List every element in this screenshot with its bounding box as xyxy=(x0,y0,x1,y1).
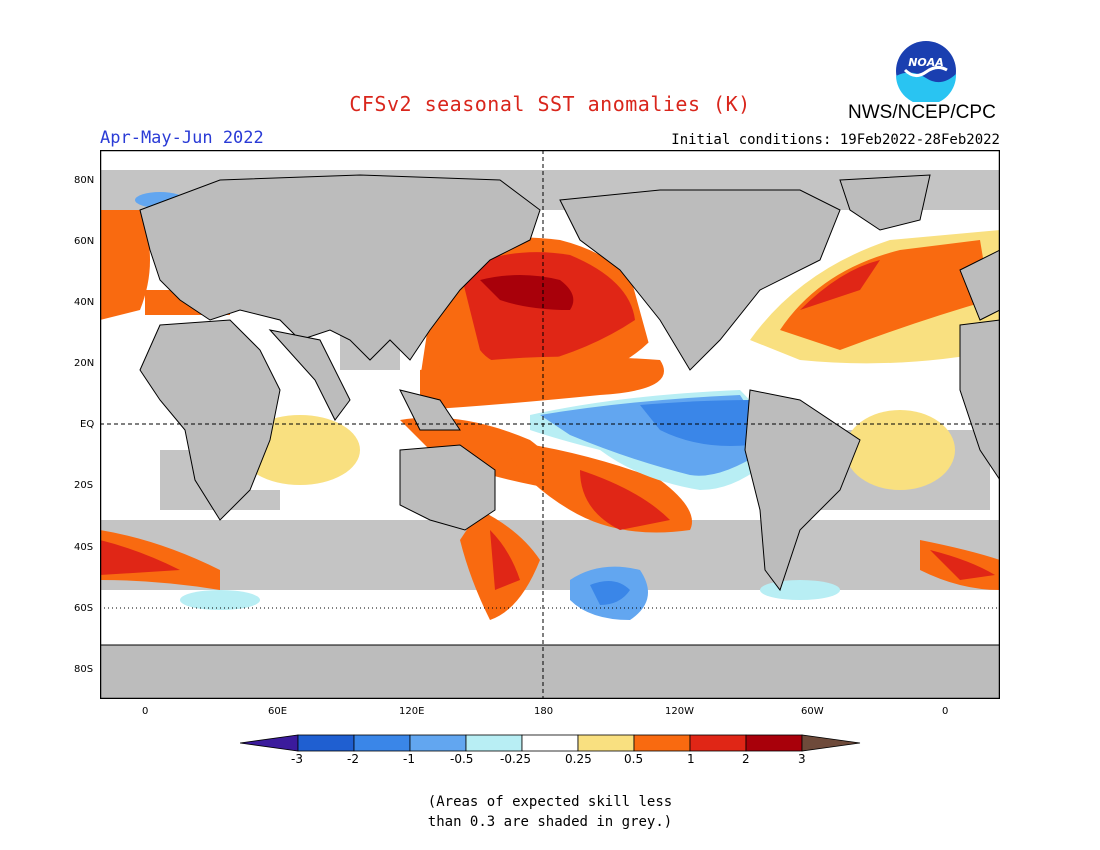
land-masses xyxy=(100,174,1000,699)
colorbar-segment xyxy=(240,734,299,752)
lon-label: 180 xyxy=(534,706,554,717)
lat-label: EQ xyxy=(80,419,95,430)
colorbar xyxy=(240,734,861,752)
lon-label: 60E xyxy=(268,706,288,717)
colorbar-segment xyxy=(577,734,635,752)
colorbar-label: -0.5 xyxy=(450,752,474,766)
lon-label: 120E xyxy=(399,706,425,717)
colorbar-label: 1 xyxy=(687,752,695,766)
colorbar-label: 2 xyxy=(742,752,750,766)
colorbar-segment xyxy=(745,734,803,752)
colorbar-label: -0.25 xyxy=(500,752,532,766)
lat-label: 80N xyxy=(74,175,95,186)
colorbar-label: 0.25 xyxy=(565,752,592,766)
lon-label: 0 xyxy=(942,706,949,717)
colorbar-segment xyxy=(297,734,355,752)
svg-text:NOAA: NOAA xyxy=(908,56,944,69)
chart-title: CFSv2 seasonal SST anomalies (K) xyxy=(349,92,751,116)
colorbar-segment xyxy=(465,734,523,752)
colorbar-label: 0.5 xyxy=(624,752,644,766)
noaa-logo-icon: NOAA xyxy=(896,41,957,102)
colorbar-label: 3 xyxy=(798,752,806,766)
lon-label: 0 xyxy=(142,706,149,717)
lat-label: 20N xyxy=(74,358,95,369)
lat-label: 80S xyxy=(74,664,94,675)
lon-label: 60W xyxy=(801,706,824,717)
skill-note: (Areas of expected skill less than 0.3 a… xyxy=(0,792,1100,832)
colorbar-segment xyxy=(353,734,411,752)
initial-conditions: Initial conditions: 19Feb2022-28Feb2022 xyxy=(671,132,1000,148)
colorbar-segment xyxy=(633,734,691,752)
skill-note-line2: than 0.3 are shaded in grey.) xyxy=(427,814,673,830)
colorbar-label: -3 xyxy=(291,752,303,766)
colorbar-label: -2 xyxy=(347,752,359,766)
lat-label: 40N xyxy=(74,297,95,308)
sst-anomaly-map xyxy=(100,150,1000,699)
lat-label: 60N xyxy=(74,236,95,247)
colorbar-segment xyxy=(409,734,467,752)
lat-label: 40S xyxy=(74,542,94,553)
colorbar-label: -1 xyxy=(403,752,415,766)
skill-note-line1: (Areas of expected skill less xyxy=(427,794,673,810)
colorbar-segment xyxy=(801,734,861,752)
lat-label: 60S xyxy=(74,603,94,614)
lat-label: 20S xyxy=(74,480,94,491)
agency-label: NWS/NCEP/CPC xyxy=(848,102,996,123)
colorbar-segment xyxy=(689,734,747,752)
lon-label: 120W xyxy=(665,706,694,717)
forecast-period: Apr-May-Jun 2022 xyxy=(100,128,264,148)
colorbar-segment xyxy=(521,734,579,752)
